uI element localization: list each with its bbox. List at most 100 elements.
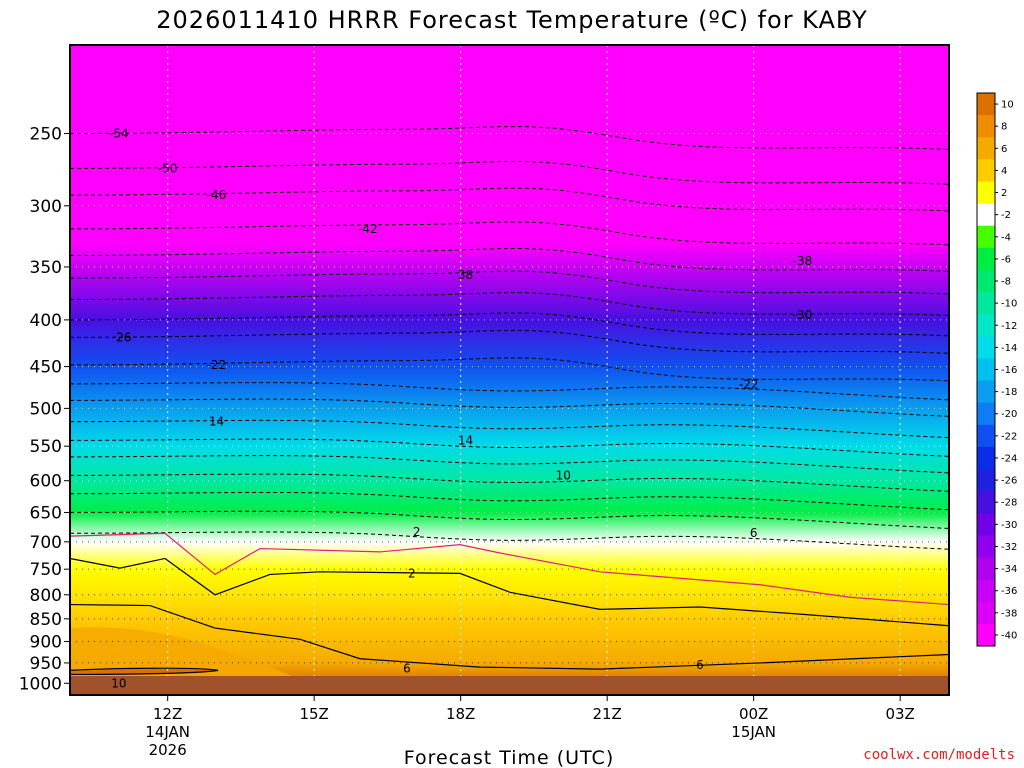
- isotherm-dashed: [70, 160, 949, 185]
- y-tick-label: 400: [30, 311, 62, 331]
- isotherm-dashed: [70, 510, 949, 529]
- colorbar-label: -34: [1001, 564, 1017, 575]
- x-tick-date: 14JAN: [145, 723, 190, 741]
- y-tick-label: 900: [30, 632, 62, 652]
- isotherm-dashed: [70, 357, 949, 382]
- isotherm-dashed: [70, 491, 949, 511]
- ground-surface: [70, 676, 949, 695]
- isotherm-dashed: [70, 329, 949, 354]
- contour-label: 10: [556, 468, 571, 482]
- colorbar-label: -20: [1001, 409, 1017, 420]
- y-tick-label: 750: [30, 560, 62, 580]
- colorbar-label: -6: [1001, 254, 1011, 265]
- isotherm-dashed: [70, 382, 949, 401]
- isotherm-dashed: [70, 270, 949, 295]
- warm-pocket-layer: [70, 627, 300, 680]
- contour-label: 6: [750, 526, 758, 540]
- isotherm-dashed: [70, 126, 949, 150]
- colorbar-swatch: [977, 247, 995, 271]
- colorbar-label: 10: [1001, 100, 1014, 111]
- colorbar-swatch: [977, 424, 995, 448]
- contour-label: 38: [458, 268, 473, 282]
- contour-label: 14: [209, 415, 224, 429]
- contour-label: -42: [358, 222, 378, 236]
- y-tick-label: 250: [30, 124, 62, 144]
- colorbar-label: -24: [1001, 453, 1017, 464]
- credit-text: coolwx.com/modelts: [863, 747, 1015, 763]
- colorbar-label: -12: [1001, 321, 1017, 332]
- x-tick-label: 12Z: [153, 705, 182, 723]
- colorbar-label: -10: [1001, 299, 1017, 310]
- x-tick-label: 15Z: [299, 705, 328, 723]
- colorbar-label: -40: [1001, 630, 1017, 641]
- colorbar-label: -2: [1001, 210, 1011, 221]
- y-tick-label: 800: [30, 586, 62, 606]
- contour-label: -22: [207, 358, 227, 372]
- colorbar-label: -32: [1001, 542, 1017, 553]
- y-tick-label: 500: [30, 399, 62, 419]
- colorbar-swatch: [977, 579, 995, 603]
- colorbar-swatch: [977, 535, 995, 559]
- colorbar-label: 2: [1001, 188, 1007, 199]
- colorbar-label: -26: [1001, 476, 1017, 487]
- contour-label: -38: [793, 254, 813, 268]
- colorbar-label: 8: [1001, 122, 1007, 133]
- y-tick-label: 650: [30, 503, 62, 523]
- x-axis-label: Forecast Time (UTC): [404, 747, 614, 768]
- y-tick-label: 550: [30, 437, 62, 457]
- colorbar-swatch: [977, 491, 995, 514]
- colorbar-swatch: [977, 446, 995, 470]
- y-tick-label: 700: [30, 533, 62, 553]
- colorbar-label: 6: [1001, 144, 1007, 155]
- isotherm-dashed: [70, 531, 949, 550]
- plot-frame: [69, 44, 950, 696]
- colorbar-swatch: [977, 358, 995, 382]
- colorbar-label: -36: [1001, 586, 1017, 597]
- x-tick-year: 2026: [149, 741, 187, 759]
- y-tick-label: 950: [30, 654, 62, 674]
- colorbar-swatch: [977, 225, 995, 249]
- colorbar-swatch: [977, 314, 995, 337]
- contour-label: -54: [109, 126, 129, 140]
- colorbar-label: -22: [1001, 431, 1017, 442]
- colorbar-label: -4: [1001, 232, 1011, 243]
- contour-lines: [70, 126, 949, 676]
- colorbar-swatch: [977, 93, 995, 116]
- temperature-field: [70, 45, 949, 695]
- colorbar-swatch: [977, 292, 995, 315]
- x-tick-label: 21Z: [592, 705, 621, 723]
- colorbar-swatch: [977, 203, 995, 227]
- colorbar-label: -16: [1001, 365, 1017, 376]
- colorbar-swatch: [977, 601, 995, 625]
- contour-label: -46: [207, 188, 227, 202]
- contour-label: -30: [793, 308, 813, 322]
- x-tick-label: 03Z: [885, 705, 914, 723]
- y-axis: 2503003504004505005506006507007508008509…: [19, 124, 70, 694]
- colorbar-swatch: [977, 159, 995, 182]
- contour-label: 6: [403, 661, 411, 675]
- colorbar-swatch: [977, 402, 995, 426]
- colorbar-label: -18: [1001, 387, 1017, 398]
- colorbar-label: 4: [1001, 166, 1007, 177]
- colorbar-swatch: [977, 269, 995, 293]
- isotherm-dashed: [70, 312, 949, 337]
- warm-pocket-6C: [70, 627, 300, 680]
- contour-label: 26: [116, 330, 131, 344]
- colorbar-label: -8: [1001, 277, 1011, 288]
- colorbar-swatch: [977, 623, 995, 647]
- warm-pocket-10C: [70, 669, 218, 675]
- isotherm-dashed: [70, 473, 949, 492]
- isotherm-solid-10C: [70, 667, 219, 676]
- colorbar-label: -14: [1001, 343, 1017, 354]
- contour-label: -22: [739, 378, 759, 392]
- colorbar-swatch: [977, 115, 995, 138]
- isotherm-dashed: [70, 292, 949, 317]
- contour-label: -50: [158, 161, 178, 175]
- isotherm-solid-4C: [70, 603, 949, 670]
- colorbar-swatch: [977, 181, 995, 205]
- colorbar-swatch: [977, 513, 995, 536]
- isotherm-dashed: [70, 187, 949, 212]
- colorbar-label: -38: [1001, 608, 1017, 619]
